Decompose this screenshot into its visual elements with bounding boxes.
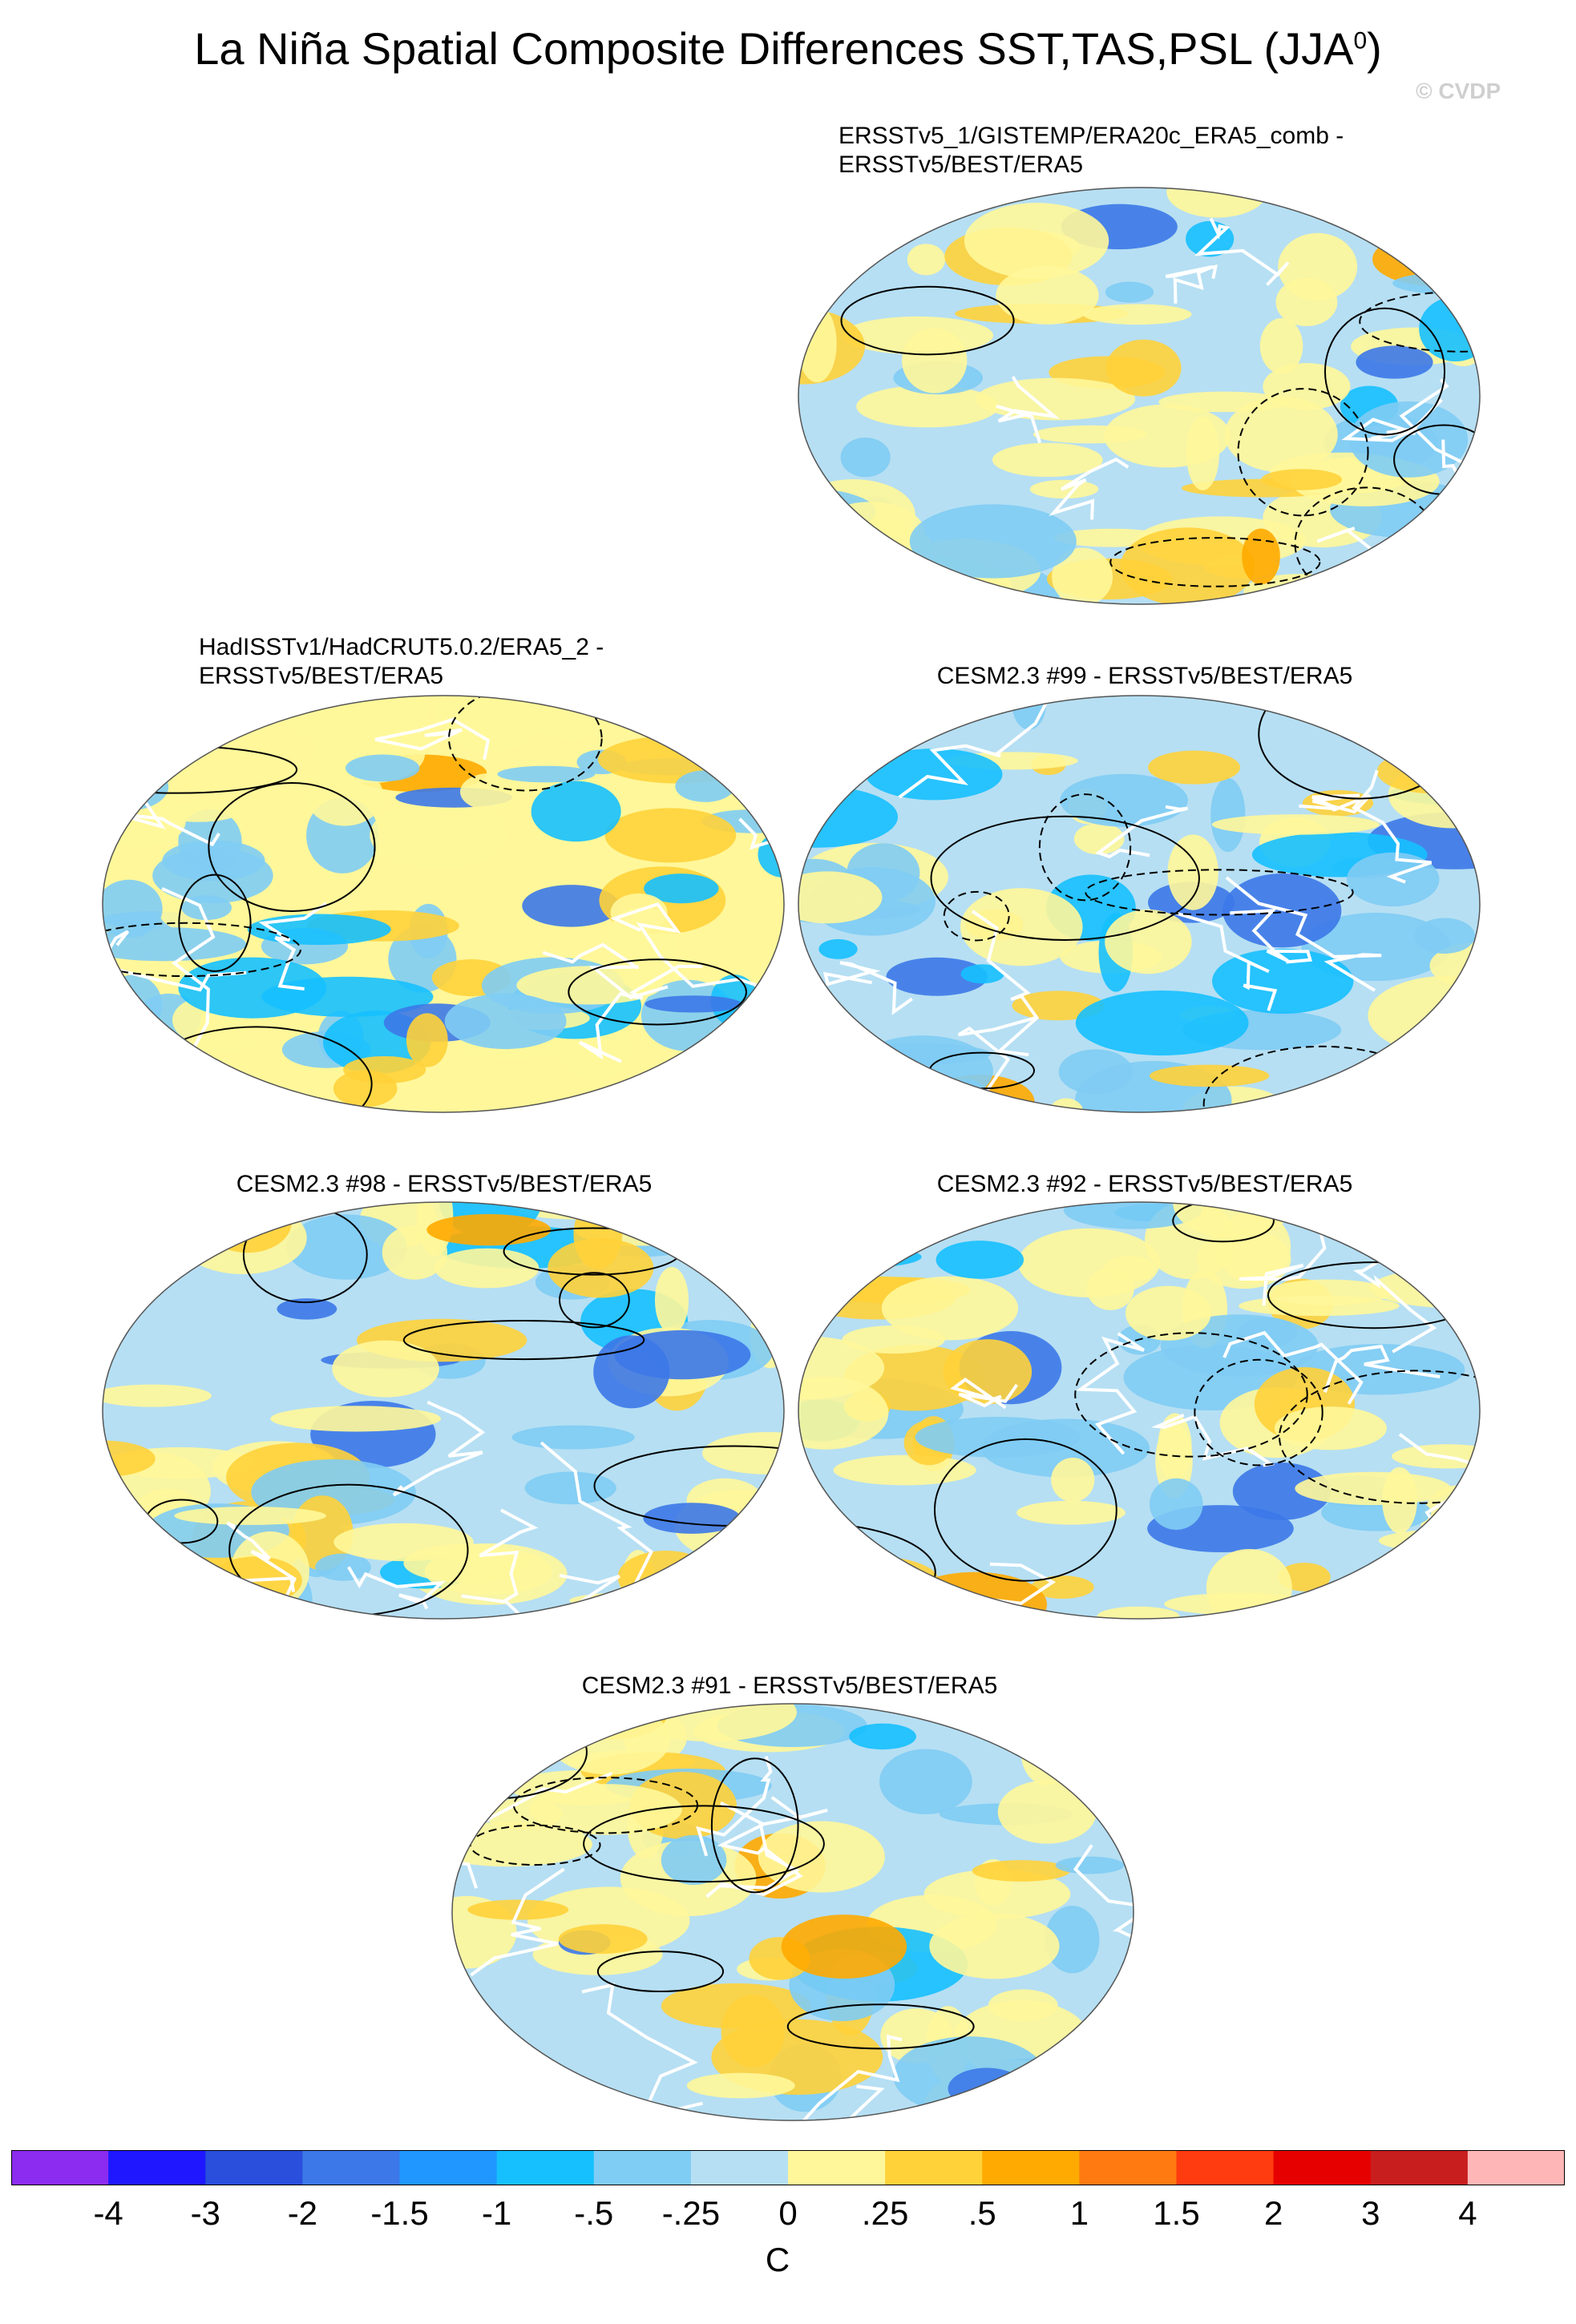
colorbar-tick-label: 0 [778, 2194, 798, 2232]
colorbar-tick-label: -4 [93, 2194, 123, 2232]
panel-title-cesm99: CESM2.3 #99 - ERSSTv5/BEST/ERA5 [936, 663, 1353, 689]
colorbar-units: C [765, 2241, 790, 2278]
colorbar-swatch [11, 2150, 109, 2185]
colorbar-tick-label: -.25 [661, 2194, 721, 2232]
colorbar-swatch [205, 2150, 303, 2185]
map-cesm92 [798, 1201, 1481, 1620]
colorbar-swatch [1079, 2150, 1177, 2185]
colorbar-tick-label: -.5 [574, 2194, 614, 2232]
map-cesm91 [451, 1703, 1134, 2121]
colorbar-swatch [1370, 2150, 1469, 2185]
colorbar-tick-label: .25 [861, 2194, 909, 2232]
map-cesm99 [798, 695, 1481, 1113]
colorbar-tick-label: -2 [287, 2194, 318, 2232]
colorbar-tick-label: 1 [1069, 2194, 1089, 2232]
colorbar-tick-label: 2 [1263, 2194, 1283, 2232]
colorbar-swatch [108, 2150, 206, 2185]
colorbar-swatch [788, 2150, 886, 2185]
colorbar-swatch [302, 2150, 400, 2185]
colorbar-swatch [885, 2150, 983, 2185]
map-hadisst [102, 695, 785, 1113]
colorbar-swatch [496, 2150, 595, 2185]
colorbar-swatch [593, 2150, 692, 2185]
colorbar-tick-label: -1 [481, 2194, 512, 2232]
colorbar [11, 2150, 1565, 2185]
colorbar-tick-label: -1.5 [370, 2194, 429, 2232]
panel-title-cesm91: CESM2.3 #91 - ERSSTv5/BEST/ERA5 [581, 1672, 998, 1699]
colorbar-swatch [690, 2150, 789, 2185]
colorbar-swatch [1273, 2150, 1372, 2185]
panel-title-cesm98: CESM2.3 #98 - ERSSTv5/BEST/ERA5 [236, 1171, 653, 1197]
panel-title-cesm92: CESM2.3 #92 - ERSSTv5/BEST/ERA5 [936, 1171, 1353, 1197]
map-obs-comb [798, 187, 1481, 605]
cvdp-watermark: © CVDP [1416, 79, 1501, 103]
panel-title-hadisst: HadISSTv1/HadCRUT5.0.2/ERA5_2 - ERSSTv5/B… [199, 634, 604, 689]
panel-title-obs-comb: ERSSTv5_1/GISTEMP/ERA20c_ERA5_comb - ERSS… [839, 123, 1344, 178]
colorbar-swatch [982, 2150, 1080, 2185]
figure-title: La Niña Spatial Composite Differences SS… [194, 23, 1382, 74]
colorbar-tick-label: .5 [968, 2194, 996, 2232]
map-cesm98 [102, 1201, 785, 1620]
colorbar-swatch [1467, 2150, 1565, 2185]
colorbar-swatch [399, 2150, 498, 2185]
colorbar-tick-label: 3 [1361, 2194, 1380, 2232]
colorbar-tick-label: -3 [190, 2194, 220, 2232]
colorbar-tick-label: 4 [1458, 2194, 1477, 2232]
colorbar-tick-label: 1.5 [1153, 2194, 1200, 2232]
colorbar-swatch [1176, 2150, 1275, 2185]
